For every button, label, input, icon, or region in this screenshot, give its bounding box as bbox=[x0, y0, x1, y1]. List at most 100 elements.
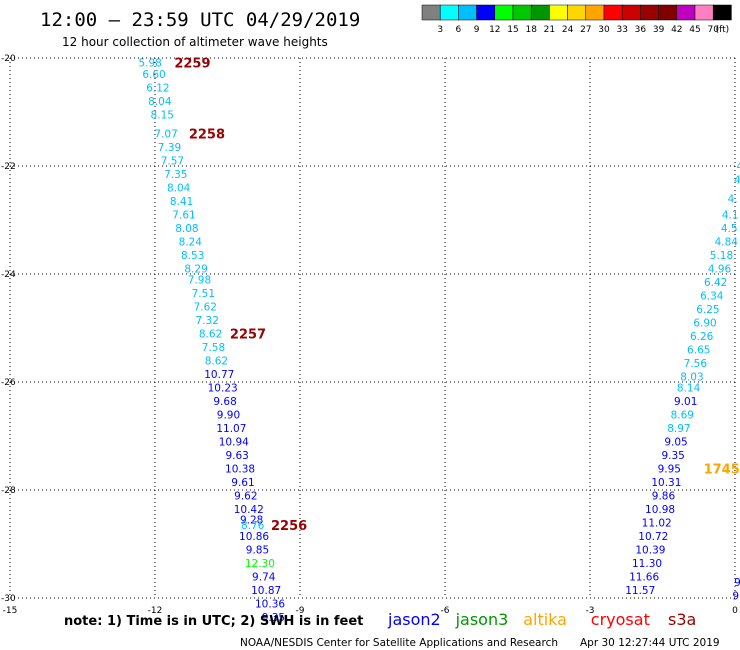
satellite-name: jason3 bbox=[455, 610, 509, 629]
pass-time-label: 2256 bbox=[271, 519, 307, 534]
wave-height-label: 8.29 bbox=[184, 264, 207, 276]
legend-swatch bbox=[567, 4, 587, 21]
wave-height-label: 7.57 bbox=[161, 156, 184, 168]
wave-height-label: 8.04 bbox=[148, 96, 172, 108]
wave-height-label: 6.12 bbox=[146, 83, 169, 95]
wave-height-label: 11.02 bbox=[642, 517, 672, 529]
legend-label: 42 bbox=[671, 25, 682, 35]
wave-height-label: 10.87 bbox=[251, 585, 281, 597]
legend-swatch bbox=[530, 4, 550, 21]
y-tick-label: -20 bbox=[1, 54, 16, 64]
wave-height-label: 7.35 bbox=[164, 169, 187, 181]
wave-height-label: 9.85 bbox=[246, 544, 269, 556]
wave-height-label: 8.03 bbox=[680, 372, 703, 384]
wave-height-label: 10.31 bbox=[651, 477, 681, 489]
legend-label: 3 bbox=[437, 25, 443, 35]
legend-swatch bbox=[421, 4, 441, 21]
wave-height-label: 10.42 bbox=[234, 504, 264, 516]
x-tick-label: -15 bbox=[3, 606, 18, 616]
legend-label: 27 bbox=[580, 25, 591, 35]
y-tick-label: -22 bbox=[1, 162, 16, 172]
wave-height-label: 8.15 bbox=[151, 110, 174, 122]
wave-height-label: 10.38 bbox=[225, 463, 255, 475]
wave-height-label: 8.14 bbox=[677, 382, 701, 394]
wave-height-label: 10.77 bbox=[204, 369, 234, 381]
legend-swatch bbox=[439, 4, 459, 21]
wave-height-label: 4. bbox=[728, 193, 738, 205]
pass-time-label: 2258 bbox=[189, 128, 225, 143]
wave-height-label: 7.62 bbox=[194, 301, 217, 313]
wave-height-label: 10.36 bbox=[255, 598, 285, 610]
legend-label: 6 bbox=[456, 25, 462, 35]
wave-height-label: 11.66 bbox=[629, 571, 659, 583]
legend-swatch bbox=[712, 4, 732, 21]
wave-height-label: 11.07 bbox=[216, 423, 246, 435]
data-points: 5.986.606.128.048.157.077.397.577.358.04… bbox=[138, 57, 740, 624]
wave-height-label: 6.25 bbox=[696, 304, 719, 316]
wave-height-label: 9.35 bbox=[262, 612, 285, 624]
wave-height-label: 10.72 bbox=[638, 531, 668, 543]
wave-height-label: 6.60 bbox=[142, 69, 165, 81]
wave-height-label: 9.05 bbox=[664, 436, 687, 448]
color-legend: 3 6 9 12 15 18 21 24 27 30 33 36 39 42 45 70(ft) bbox=[421, 4, 732, 35]
legend-swatch bbox=[585, 4, 605, 21]
axis-ticks: -15 -12 -9 -6 -3 0-20-22-24-26-28-30 bbox=[1, 54, 738, 616]
legend-swatch bbox=[621, 4, 641, 21]
legend-swatch bbox=[549, 4, 568, 21]
wave-height-label: 10.39 bbox=[635, 544, 665, 556]
satellite-legend: jason2 jason3 altika cryosat s3a bbox=[387, 610, 696, 629]
legend-label: 30 bbox=[598, 25, 610, 35]
wave-height-label: 7.39 bbox=[158, 142, 181, 154]
y-tick-label: -30 bbox=[1, 594, 16, 604]
chart-title: 12:00 – 23:59 UTC 04/29/2019 bbox=[40, 9, 360, 31]
wave-height-label: 9.01 bbox=[674, 396, 697, 408]
y-tick-label: -26 bbox=[1, 378, 16, 388]
wave-height-label: 8.08 bbox=[175, 223, 198, 235]
wave-height-label: 8.97 bbox=[667, 423, 690, 435]
wave-height-label: 7.61 bbox=[172, 210, 195, 222]
x-tick-label: -6 bbox=[441, 606, 450, 616]
wave-height-label: 8.76 bbox=[241, 520, 265, 532]
wave-height-label: 6.26 bbox=[690, 331, 714, 343]
legend-swatch bbox=[494, 4, 514, 21]
wave-height-label: 6.34 bbox=[700, 291, 724, 303]
wave-height-label: 8.53 bbox=[181, 250, 204, 262]
legend-label: 9 bbox=[474, 25, 480, 35]
wave-height-label: 6.90 bbox=[693, 318, 716, 330]
pass-time-label: 1745 bbox=[704, 462, 740, 477]
wave-height-label: 10.86 bbox=[239, 531, 269, 543]
wave-height-label: 12.30 bbox=[245, 558, 275, 570]
wave-height-label: 9.95 bbox=[658, 463, 681, 475]
legend-swatch bbox=[476, 4, 496, 21]
x-tick-label: -12 bbox=[148, 606, 163, 616]
x-tick-label: 0 bbox=[732, 606, 738, 616]
wave-height-label: 5.98 bbox=[138, 57, 161, 69]
wave-height-label: 4.84 bbox=[715, 237, 739, 249]
legend-swatch bbox=[640, 4, 659, 21]
wave-height-label: 9.28 bbox=[240, 515, 263, 527]
wave-height-label: 10.98 bbox=[645, 504, 675, 516]
wave-height-label: 4.5 bbox=[721, 223, 738, 235]
wave-height-label: 9.35 bbox=[661, 450, 684, 462]
wave-height-label: 9.74 bbox=[252, 571, 276, 583]
wave-height-label: 10.94 bbox=[219, 436, 249, 448]
wave-height-label: 11.30 bbox=[632, 558, 662, 570]
wave-height-label: 8.41 bbox=[170, 196, 193, 208]
satellite-name: jason2 bbox=[387, 610, 441, 629]
legend-label: 45 bbox=[689, 25, 700, 35]
credit-text: NOAA/NESDIS Center for Satellite Applica… bbox=[240, 637, 558, 649]
wave-height-label: 7.32 bbox=[196, 315, 219, 327]
wave-height-label: 9 bbox=[734, 577, 740, 589]
legend-label: 70 bbox=[707, 25, 719, 35]
x-tick-label: -3 bbox=[586, 606, 595, 616]
wave-height-label: 4.96 bbox=[708, 264, 732, 276]
legend-label: 12 bbox=[489, 25, 500, 35]
wave-height-label: 8.62 bbox=[199, 328, 222, 340]
wave-height-label: 9.63 bbox=[225, 450, 248, 462]
pass-time-label: 2259 bbox=[174, 56, 210, 71]
wave-height-label: 4.1 bbox=[722, 210, 739, 222]
chart-subtitle: 12 hour collection of altimeter wave hei… bbox=[62, 35, 328, 49]
wave-height-label: 7.98 bbox=[188, 274, 211, 286]
wave-height-label: 8.69 bbox=[671, 409, 694, 421]
